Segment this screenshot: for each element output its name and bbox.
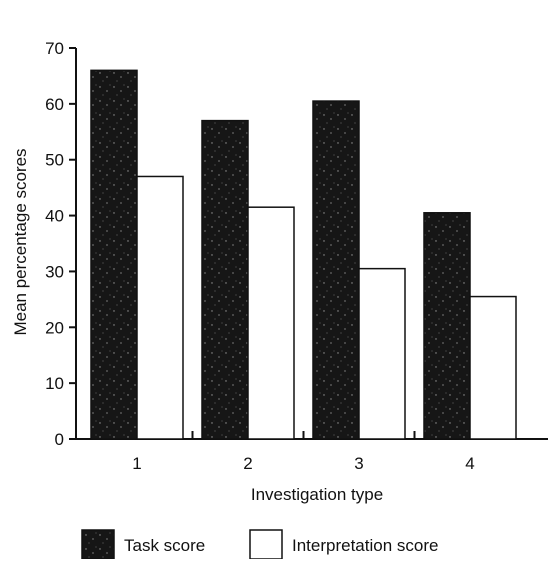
- y-tick-label: 50: [45, 151, 64, 170]
- legend-label-task-score: Task score: [124, 536, 205, 555]
- legend: Task score Interpretation score: [81, 529, 438, 560]
- bar-task-score: [312, 100, 360, 440]
- bar-task-score: [90, 69, 138, 440]
- y-tick-label: 60: [45, 95, 64, 114]
- legend-swatch-task-score: [81, 529, 115, 560]
- y-axis-label: Mean percentage scores: [11, 148, 30, 335]
- legend-label-interpretation-score: Interpretation score: [292, 536, 438, 555]
- legend-swatch-interpretation-score: [249, 529, 283, 560]
- y-tick-label: 20: [45, 318, 64, 337]
- y-tick-label: 70: [45, 39, 64, 58]
- x-tick-label: 2: [243, 454, 252, 473]
- y-ticks: 0 10 20 30 40 50 60 70: [45, 39, 76, 449]
- y-tick-label: 0: [55, 430, 64, 449]
- bar-interpretation-score: [136, 175, 184, 440]
- y-tick-label: 40: [45, 207, 64, 226]
- x-tick-label: 4: [465, 454, 474, 473]
- x-tick-label: 3: [354, 454, 363, 473]
- x-axis-label: Investigation type: [251, 485, 383, 504]
- bar-task-score: [201, 119, 249, 440]
- y-tick-label: 10: [45, 374, 64, 393]
- bar-interpretation-score: [358, 267, 406, 440]
- bars: [90, 69, 517, 440]
- y-tick-label: 30: [45, 262, 64, 281]
- bar-task-score: [423, 212, 471, 440]
- bar-interpretation-score: [469, 295, 517, 440]
- bar-interpretation-score: [247, 206, 295, 440]
- x-tick-label: 1: [132, 454, 141, 473]
